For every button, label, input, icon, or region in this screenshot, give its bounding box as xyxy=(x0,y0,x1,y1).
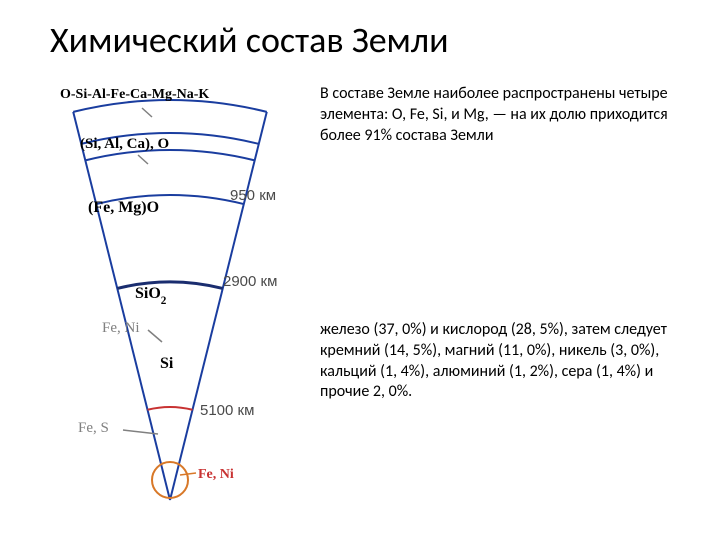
svg-text:(Si, Al, Ca), O: (Si, Al, Ca), O xyxy=(80,136,169,152)
svg-text:(Fe, Mg)O: (Fe, Mg)O xyxy=(88,199,159,216)
wedge-svg: 950 км 2900 км 5100 км O-Si-Al-Fe-Ca-Mg-Na-… xyxy=(20,80,320,520)
paragraph-percentages: железо (37, 0%) и кислород (28, 5%), зат… xyxy=(320,320,690,403)
paragraph-abundance: В составе Земле наиболее распространены … xyxy=(320,84,690,146)
svg-text:Fe, Ni: Fe, Ni xyxy=(198,467,234,482)
svg-text:Fe, Ni: Fe, Ni xyxy=(102,320,140,336)
svg-text:Si: Si xyxy=(160,355,174,372)
svg-text:2900 км: 2900 км xyxy=(223,273,277,290)
earth-wedge-diagram: 950 км 2900 км 5100 км O-Si-Al-Fe-Ca-Mg-Na-… xyxy=(20,80,320,520)
svg-text:5100 км: 5100 км xyxy=(200,402,254,419)
svg-text:950 км: 950 км xyxy=(230,187,276,204)
svg-text:Fe, S: Fe, S xyxy=(78,420,109,436)
page-title: Химический состав Земли xyxy=(50,18,449,62)
svg-text:O-Si-Al-Fe-Ca-Mg-Na-K: O-Si-Al-Fe-Ca-Mg-Na-K xyxy=(60,87,209,102)
svg-text:SiO2: SiO2 xyxy=(135,285,167,307)
